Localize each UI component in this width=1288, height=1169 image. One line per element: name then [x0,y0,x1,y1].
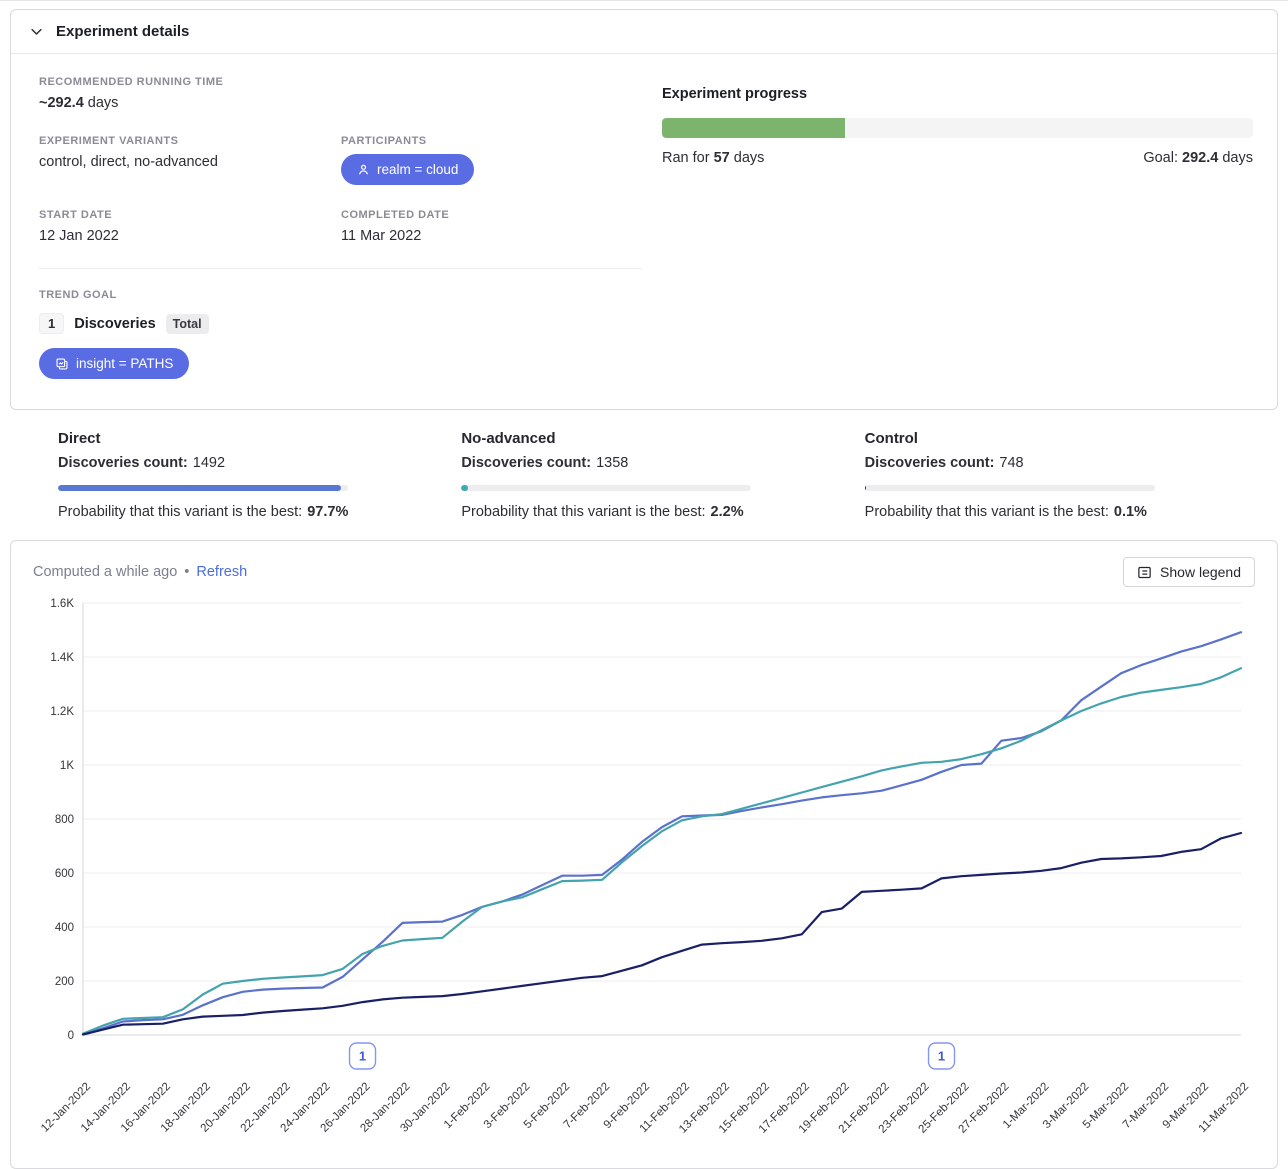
experiment-details-header[interactable]: Experiment details [11,10,1277,54]
dot-separator: • [184,564,189,580]
experiment-details-body: RECOMMENDED RUNNING TIME ~292.4 days EXP… [11,54,1277,409]
start-date-value: 12 Jan 2022 [39,228,341,244]
computed-timestamp: Computed a while ago [33,564,177,580]
variants-value: control, direct, no-advanced [39,154,341,170]
variant-count: Discoveries count:1492 [58,455,461,471]
y-axis-label: 0 [68,1030,74,1042]
variant-count: Discoveries count:748 [865,455,1268,471]
divider [39,268,642,269]
series-line-direct [83,632,1241,1034]
trend-line-chart: 02004006008001K1.2K1.4K1.6K12-Jan-202214… [33,595,1257,1157]
variant-name: No-advanced [461,430,864,447]
variant-bar-fill [58,485,341,491]
y-axis-label: 200 [55,976,74,988]
y-axis-label: 400 [55,922,74,934]
experiment-progress-fill [662,118,845,138]
variant-results-row: Direct Discoveries count:1492 Probabilit… [0,410,1288,532]
goal-event-name: Discoveries [74,316,155,332]
goal-math-badge: Total [166,314,209,334]
series-line-control [83,833,1241,1035]
variant-count: Discoveries count:1358 [461,455,864,471]
refresh-link[interactable]: Refresh [196,564,247,580]
y-axis-label: 1.4K [50,652,74,664]
goal-step-number: 1 [39,313,64,334]
progress-title: Experiment progress [662,86,1253,102]
completed-date-value: 11 Mar 2022 [341,228,642,244]
legend-list-icon [1137,565,1152,580]
variant-bar-fill [461,485,467,491]
chevron-down-icon[interactable] [29,24,44,39]
start-date-label: START DATE [39,209,341,221]
y-axis-label: 1.2K [50,706,74,718]
person-icon [357,163,370,176]
variant-probability-bar [865,485,1155,491]
variant-name: Control [865,430,1268,447]
y-axis-label: 600 [55,868,74,880]
card-title: Experiment details [56,23,189,40]
completed-date-label: COMPLETED DATE [341,209,642,221]
insight-icon [55,357,69,371]
annotation-badge-label[interactable]: 1 [938,1049,945,1064]
variant-name: Direct [58,430,461,447]
variant-probability: Probability that this variant is the bes… [58,504,461,520]
running-time-label: RECOMMENDED RUNNING TIME [39,76,642,88]
annotation-badge-label[interactable]: 1 [359,1049,366,1064]
participants-tag[interactable]: realm = cloud [341,154,474,185]
variant-probability: Probability that this variant is the bes… [461,504,864,520]
variants-label: EXPERIMENT VARIANTS [39,135,341,147]
progress-ran-text: Ran for 57 days [662,150,764,166]
results-chart-card: Computed a while ago • Refresh Show lege… [10,540,1278,1169]
y-axis-label: 1K [60,760,74,772]
experiment-details-card: Experiment details RECOMMENDED RUNNING T… [10,9,1278,410]
experiment-progress-bar [662,118,1253,138]
insight-tag[interactable]: insight = PATHS [39,348,189,379]
variant-bar-fill [865,485,867,491]
series-line-no-advanced [83,668,1241,1033]
variant-card-no-advanced: No-advanced Discoveries count:1358 Proba… [461,430,864,520]
show-legend-button[interactable]: Show legend [1123,557,1255,587]
variant-probability: Probability that this variant is the bes… [865,504,1268,520]
variant-probability-bar [461,485,751,491]
trend-goal-label: TREND GOAL [39,289,642,301]
y-axis-label: 800 [55,814,74,826]
variant-card-control: Control Discoveries count:748 Probabilit… [865,430,1268,520]
variant-probability-bar [58,485,348,491]
y-axis-label: 1.6K [50,598,74,610]
variant-card-direct: Direct Discoveries count:1492 Probabilit… [58,430,461,520]
progress-goal-text: Goal: 292.4 days [1143,150,1253,166]
participants-label: PARTICIPANTS [341,135,642,147]
running-time-value: ~292.4 days [39,95,642,111]
